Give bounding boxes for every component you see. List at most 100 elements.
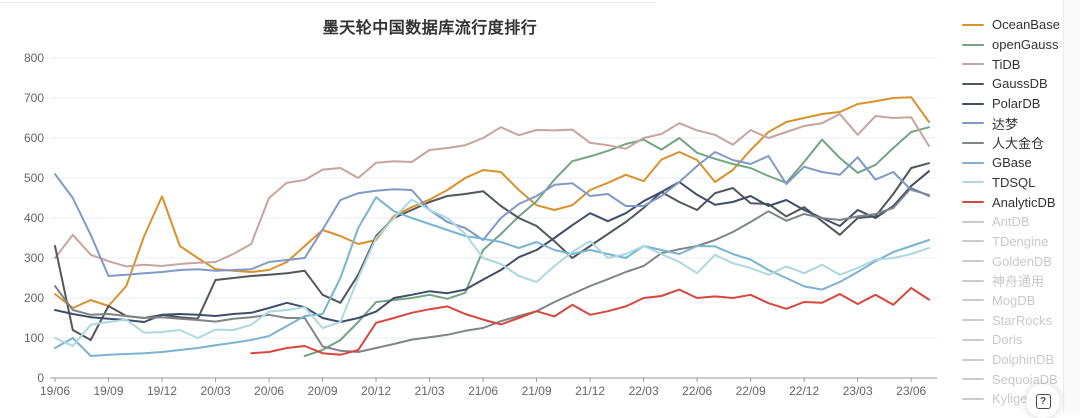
legend-item-OceanBase[interactable]: OceanBase [962, 15, 1072, 35]
legend-label: openGauss [992, 37, 1059, 53]
series-line-达梦 [54, 151, 930, 277]
series-line-TiDB [54, 113, 930, 268]
legend-label: Doris [992, 332, 1023, 348]
series-line-PolarDB [54, 170, 930, 323]
legend-label: GaussDB [992, 76, 1048, 92]
legend-swatch [962, 43, 984, 46]
legend-item-AntDB[interactable]: AntDB [962, 212, 1072, 232]
legend-swatch [962, 82, 984, 85]
legend-swatch [962, 63, 984, 66]
legend-item-openGauss[interactable]: openGauss [962, 35, 1072, 55]
y-tick-label: 800 [24, 51, 44, 65]
y-tick-label: 400 [24, 211, 44, 225]
legend-swatch [962, 378, 984, 381]
chart-title: 墨天轮中国数据库流行度排行 [322, 20, 538, 37]
legend-swatch [962, 358, 984, 361]
legend-item-MogDB[interactable]: MogDB [962, 291, 1072, 311]
legend-item-达梦[interactable]: 达梦 [962, 113, 1072, 133]
legend-swatch [962, 279, 984, 282]
legend-swatch [962, 122, 984, 125]
y-tick-label: 200 [24, 291, 44, 305]
y-tick-label: 600 [24, 131, 44, 145]
chart-container: 墨天轮中国数据库流行度排行 0 100 200 300 400 500 600 700 800 1… [24, 20, 937, 398]
legend-label: AntDB [992, 214, 1030, 230]
x-tick-label: 22/03 [629, 384, 659, 398]
x-tick-label: 19/09 [93, 384, 123, 398]
legend-swatch [962, 201, 984, 204]
help-button[interactable]: ? [1026, 384, 1060, 418]
legend-swatch [962, 23, 984, 26]
legend-label: SequoiaDB [992, 371, 1058, 387]
y-tick-label: 700 [24, 91, 44, 105]
series-line-TDSQL [54, 198, 930, 347]
legend-item-Doris[interactable]: Doris [962, 330, 1072, 350]
legend-label: MogDB [992, 292, 1036, 308]
legend-label: DolphinDB [992, 352, 1055, 368]
x-tick-label: 21/09 [522, 384, 552, 398]
legend-swatch [962, 397, 984, 400]
x-tick-label: 19/12 [147, 384, 177, 398]
x-tick-label: 22/12 [789, 384, 819, 398]
legend-label: AnalyticDB [992, 194, 1056, 210]
chart-legend: OceanBase openGauss TiDB GaussDB PolarDB 达梦人大… [962, 15, 1072, 409]
legend-item-SequoiaDB[interactable]: SequoiaDB [962, 369, 1072, 389]
legend-item-PolarDB[interactable]: PolarDB [962, 94, 1072, 114]
x-tick-label: 21/03 [415, 384, 445, 398]
x-tick-label: 23/06 [896, 384, 926, 398]
legend-item-GaussDB[interactable]: GaussDB [962, 74, 1072, 94]
series-line-AnalyticDB [250, 287, 930, 356]
legend-label: TDSQL [992, 174, 1036, 190]
legend-label: TDengine [992, 233, 1049, 249]
legend-item-TDengine[interactable]: TDengine [962, 232, 1072, 252]
x-tick-label: 21/06 [468, 384, 498, 398]
legend-swatch [962, 161, 984, 164]
y-tick-label: 500 [24, 171, 44, 185]
x-tick-label: 19/06 [40, 384, 70, 398]
legend-label: 人大金仓 [992, 136, 1045, 152]
legend-item-DolphinDB[interactable]: DolphinDB [962, 350, 1072, 370]
legend-item-TDSQL[interactable]: TDSQL [962, 173, 1072, 193]
x-tick-label: 20/09 [308, 384, 338, 398]
x-tick-label: 23/03 [843, 384, 873, 398]
legend-swatch [962, 240, 984, 243]
legend-label: 神舟通用 [992, 274, 1045, 290]
y-tick-label: 0 [37, 371, 44, 385]
legend-label: PolarDB [992, 96, 1041, 112]
help-icon: ? [1035, 393, 1051, 409]
x-tick-label: 21/12 [575, 384, 605, 398]
chart-svg: 0 100 200 300 400 500 600 700 800 19/06 19/09 19/12… [24, 51, 937, 398]
series-line-GaussDB [54, 162, 930, 341]
x-tick-label: 22/06 [682, 384, 712, 398]
legend-label: GoldenDB [992, 253, 1052, 269]
legend-swatch [962, 220, 984, 223]
legend-label: StarRocks [992, 312, 1052, 328]
legend-item-GoldenDB[interactable]: GoldenDB [962, 251, 1072, 271]
legend-item-AnalyticDB[interactable]: AnalyticDB [962, 192, 1072, 212]
x-tick-label: 22/09 [736, 384, 766, 398]
legend-swatch [962, 102, 984, 105]
legend-item-StarRocks[interactable]: StarRocks [962, 310, 1072, 330]
legend-item-GBase[interactable]: GBase [962, 153, 1072, 173]
x-tick-label: 20/03 [201, 384, 231, 398]
series-line-OceanBase [54, 96, 930, 309]
x-tick-label: 20/12 [361, 384, 391, 398]
legend-item-神舟通用[interactable]: 神舟通用 [962, 271, 1072, 291]
scrollbar-track[interactable] [1063, 0, 1080, 414]
series-line-人大金仓 [54, 187, 930, 353]
legend-item-人大金仓[interactable]: 人大金仓 [962, 133, 1072, 153]
series-line-GBase [54, 196, 930, 357]
legend-label: 达梦 [992, 116, 1019, 132]
legend-item-TiDB[interactable]: TiDB [962, 54, 1072, 74]
legend-swatch [962, 181, 984, 184]
legend-label: GBase [992, 155, 1032, 171]
legend-swatch [962, 260, 984, 263]
legend-label: OceanBase [992, 17, 1060, 33]
y-tick-label: 100 [24, 331, 44, 345]
legend-swatch [962, 299, 984, 302]
legend-label: TiDB [992, 56, 1021, 72]
legend-swatch [962, 141, 984, 144]
legend-swatch [962, 319, 984, 322]
y-tick-label: 300 [24, 251, 44, 265]
top-divider [0, 2, 656, 3]
